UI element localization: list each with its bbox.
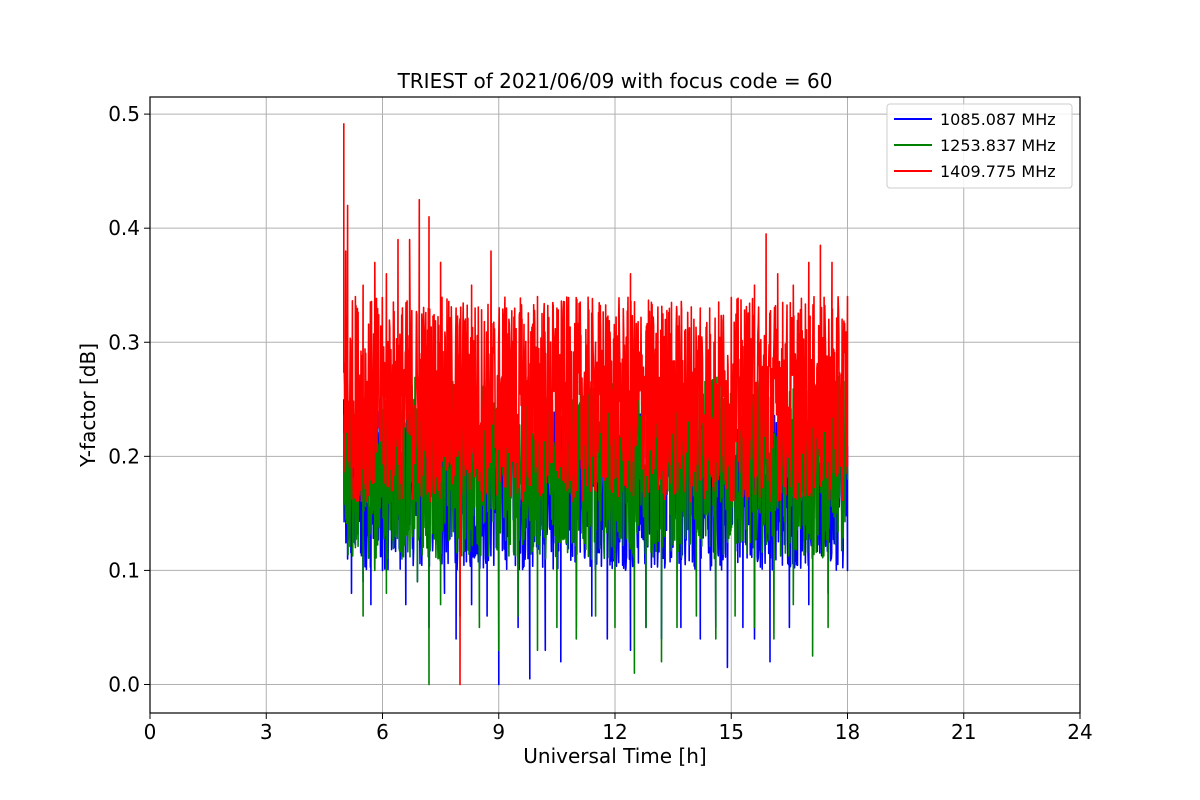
- y-tick-label: 0.5: [108, 102, 140, 126]
- x-tick-label: 18: [835, 720, 860, 744]
- series-line-1409-775: [343, 123, 849, 686]
- x-tick-label: 21: [951, 720, 976, 744]
- y-tick-label: 0.1: [108, 558, 140, 582]
- y-tick-label: 0.4: [108, 216, 140, 240]
- legend-label-1253: 1253.837 MHz: [940, 136, 1056, 155]
- x-tick-label: 6: [376, 720, 389, 744]
- legend-label-1409: 1409.775 MHz: [940, 162, 1056, 181]
- x-tick-label: 3: [260, 720, 273, 744]
- y-tick-label: 0.0: [108, 672, 140, 696]
- y-axis-label: Y-factor [dB]: [76, 343, 100, 468]
- x-tick-label: 9: [492, 720, 505, 744]
- legend-label-1085: 1085.087 MHz: [940, 110, 1056, 129]
- series-layer: [343, 123, 849, 686]
- y-tick-label: 0.2: [108, 444, 140, 468]
- x-tick-label: 0: [144, 720, 157, 744]
- legend-box: [886, 103, 1073, 189]
- x-tick-label: 15: [719, 720, 744, 744]
- x-tick-label: 24: [1067, 720, 1092, 744]
- y-axis: 0.0 0.1 0.2 0.3 0.4 0.5: [108, 102, 150, 696]
- chart-title: TRIEST of 2021/06/09 with focus code = 6…: [397, 69, 833, 93]
- x-tick-label: 12: [602, 720, 627, 744]
- x-axis: 0 3 6 9 12 15 18 21 24: [144, 713, 1093, 744]
- x-axis-label: Universal Time [h]: [523, 744, 706, 768]
- legend: 1085.087 MHz 1253.837 MHz 1409.775 MHz: [886, 103, 1073, 189]
- y-tick-label: 0.3: [108, 330, 140, 354]
